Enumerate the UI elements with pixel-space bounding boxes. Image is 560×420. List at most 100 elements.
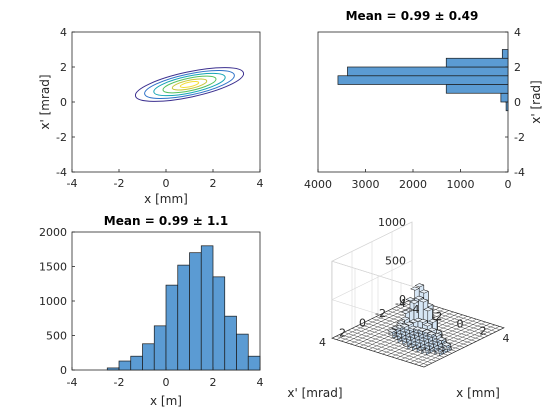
histogram-bar (505, 101, 509, 112)
y-tick-label: 0 (60, 96, 67, 109)
bar3d-floor-line (335, 336, 429, 366)
x-tick-label: 4 (257, 177, 264, 190)
histogram-bar (153, 325, 167, 371)
histogram-bar (212, 276, 226, 371)
xprime-histogram-title: Mean = 0.99 ± 0.49 (346, 9, 479, 23)
contour-line (162, 75, 217, 94)
bar3d-gridline (331, 221, 425, 291)
x-tick-label: 0 (505, 178, 512, 191)
bar3d-bar (399, 323, 410, 328)
y-tick-label: 0 (514, 96, 521, 109)
x-tick-label: 1000 (447, 178, 475, 191)
bar3d-bar (436, 337, 447, 341)
y-tick-label: 4 (514, 26, 521, 39)
x-tick-label: -4 (409, 303, 420, 316)
bar3d-bar (405, 297, 416, 302)
y-tick-label: 2 (60, 61, 67, 74)
bar3d-bar (404, 321, 415, 326)
bar3d-bar (423, 307, 434, 312)
contour-line (171, 78, 208, 91)
bar3d-bar (413, 295, 424, 300)
histogram-bar (177, 264, 190, 371)
bar3d-bar (404, 308, 415, 313)
histogram-bar (224, 315, 237, 371)
bar3d-bar (427, 327, 438, 332)
bar3d-bar (426, 331, 437, 336)
contour-line (179, 81, 200, 88)
y-tick-label: -4 (395, 297, 406, 310)
y-tick-label: -2 (375, 307, 386, 320)
bar3d-bar (408, 325, 419, 330)
bar3d-bar (417, 318, 428, 323)
x-tick-label: 0 (457, 317, 464, 330)
contour-line (134, 67, 245, 102)
z-tick-label: 0 (399, 293, 406, 306)
x-tick-label: -4 (67, 177, 78, 190)
xprime-histogram-ylabel: x' [rad] (529, 80, 543, 123)
histogram-bar (501, 49, 509, 59)
y-tick-label: 500 (46, 330, 67, 343)
x-tick-label: 4 (257, 376, 264, 389)
bar3d-bar (441, 342, 452, 347)
bar3d-bar (422, 322, 433, 327)
y-tick-label: -2 (56, 131, 67, 144)
y-tick-label: 2 (514, 61, 521, 74)
contour-xlabel: x [mm] (144, 192, 188, 206)
x-tick-label: 2 (480, 325, 487, 338)
x-tick-label: -2 (432, 310, 443, 323)
y-tick-label: 4 (60, 26, 67, 39)
z-tick-label: 500 (385, 255, 406, 268)
bar3d-floor-line (343, 332, 437, 362)
y-tick-label: 1500 (39, 261, 67, 274)
bar3d-floor-line (410, 323, 491, 363)
bar3d-ylabel: x' [mrad] (287, 386, 342, 400)
bar3d-bar (421, 329, 432, 334)
contour-line (153, 72, 226, 97)
y-tick-label: 0 (60, 364, 67, 377)
xprime-histogram-panel: Mean = 0.99 ± 0.49 4000 3000 2000 1000 0 -4 -… (304, 9, 543, 191)
bar3d-bar (427, 318, 438, 323)
x-histogram-panel: Mean = 0.99 ± 1.1 -4 -2 0 2 4 0 500 1000 1500 20… (39, 214, 264, 408)
x-tick-label: -2 (114, 376, 125, 389)
z-tick-label: 1000 (378, 216, 406, 229)
y-tick-label: -4 (514, 166, 525, 179)
histogram-bar (142, 343, 155, 371)
bar3d-bar (409, 286, 420, 291)
contour-panel: -4 -2 0 2 4 -4 -2 0 2 4 x [mm] x' [mrad] (38, 26, 264, 206)
y-tick-label: -4 (56, 166, 67, 179)
contour-line (144, 69, 235, 100)
y-tick-label: 1000 (39, 295, 67, 308)
x-tick-label: 3000 (352, 178, 380, 191)
bar3d-floor-line (347, 330, 441, 360)
y-tick-label: -2 (514, 131, 525, 144)
histogram-bar (189, 252, 202, 371)
x-tick-label: 2 (210, 177, 217, 190)
contour-axes-box (71, 31, 261, 173)
contour-ylabel: x' [mrad] (38, 74, 52, 129)
y-tick-label: 2 (339, 326, 346, 339)
histogram-bar (165, 284, 179, 371)
bar3d-bar (412, 326, 423, 331)
bar3d-bar (386, 328, 397, 333)
bar3d-bar (414, 283, 425, 288)
y-tick-label: 2000 (39, 226, 67, 239)
x-histogram-xlabel: x [m] (150, 394, 182, 408)
bar3d-bar (400, 316, 411, 321)
x-tick-label: -4 (67, 376, 78, 389)
x-tick-label: 2 (210, 376, 217, 389)
y-tick-label: 0 (359, 317, 366, 330)
bar3d-bar (413, 317, 424, 322)
histogram-bar (118, 360, 132, 371)
bar3d-bar (419, 289, 430, 294)
x-tick-label: 4000 (304, 178, 332, 191)
x-tick-label: 0 (163, 177, 170, 190)
bar3d-bar (418, 298, 429, 303)
histogram-bar (106, 367, 120, 371)
x-tick-label: 0 (163, 376, 170, 389)
histogram-bar (337, 75, 509, 85)
y-tick-label: 4 (319, 336, 326, 349)
histogram-bar (445, 84, 509, 94)
bar3d-xlabel: x [mm] (456, 386, 500, 400)
